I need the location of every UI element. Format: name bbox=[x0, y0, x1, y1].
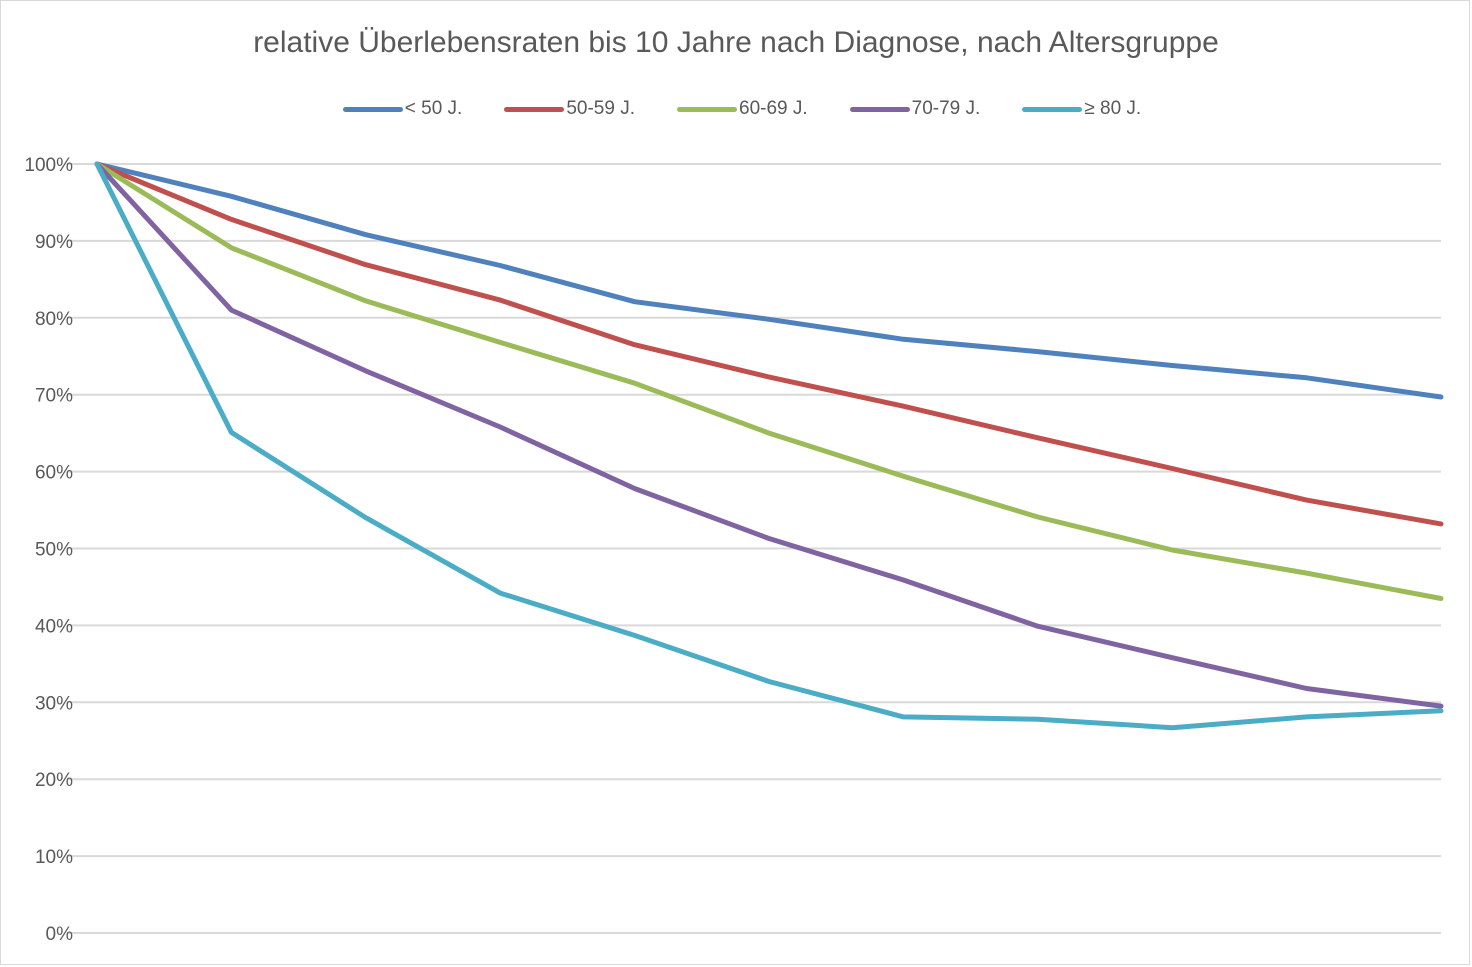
series-line-0 bbox=[94, 161, 1444, 400]
y-tick-label: 30% bbox=[35, 693, 73, 714]
y-tick-label: 80% bbox=[35, 309, 73, 330]
y-tick-label: 60% bbox=[35, 463, 73, 484]
chart-title: relative Überlebensraten bis 10 Jahre na… bbox=[253, 26, 1219, 59]
y-tick-label: 40% bbox=[35, 616, 73, 637]
legend-item-50-59: 50-59 J. bbox=[504, 98, 635, 120]
legend-label: ≥ 80 J. bbox=[1084, 98, 1142, 119]
legend-swatch bbox=[1022, 106, 1083, 112]
legend-item-70-79: 70-79 J. bbox=[849, 98, 981, 120]
series-line-4 bbox=[94, 161, 1444, 731]
legend-label: < 50 J. bbox=[404, 98, 463, 119]
legend-swatch bbox=[342, 106, 403, 112]
y-tick-label: 50% bbox=[35, 540, 73, 561]
series-line-2 bbox=[94, 161, 1444, 601]
y-tick-label: 70% bbox=[35, 386, 73, 407]
y-tick-label: 10% bbox=[35, 847, 73, 868]
legend-label: 70-79 J. bbox=[911, 98, 981, 119]
series-lines bbox=[94, 161, 1444, 731]
legend-label: 50-59 J. bbox=[566, 98, 635, 119]
legend-swatch bbox=[504, 106, 565, 112]
y-tick-label: 0% bbox=[46, 924, 74, 945]
y-tick-label: 90% bbox=[35, 232, 73, 253]
legend-swatch bbox=[849, 106, 910, 112]
y-tick-label: 100% bbox=[24, 155, 73, 176]
legend-label: 60-69 J. bbox=[739, 98, 808, 119]
legend-swatch bbox=[677, 106, 737, 112]
y-tick-label: 20% bbox=[35, 770, 73, 791]
legend: < 50 J. 50-59 J. 60-69 J. 70-79 J. ≥ 80 … bbox=[0, 98, 1472, 120]
legend-item-80-plus: ≥ 80 J. bbox=[1022, 98, 1141, 120]
legend-item-60-69: 60-69 J. bbox=[677, 98, 808, 120]
y-axis: 0% 10% 20% 30% 40% 50% 60% 70% 80% 90% 100% bbox=[24, 155, 73, 945]
gridlines bbox=[67, 163, 1441, 934]
legend-item-under-50: < 50 J. bbox=[342, 98, 463, 120]
